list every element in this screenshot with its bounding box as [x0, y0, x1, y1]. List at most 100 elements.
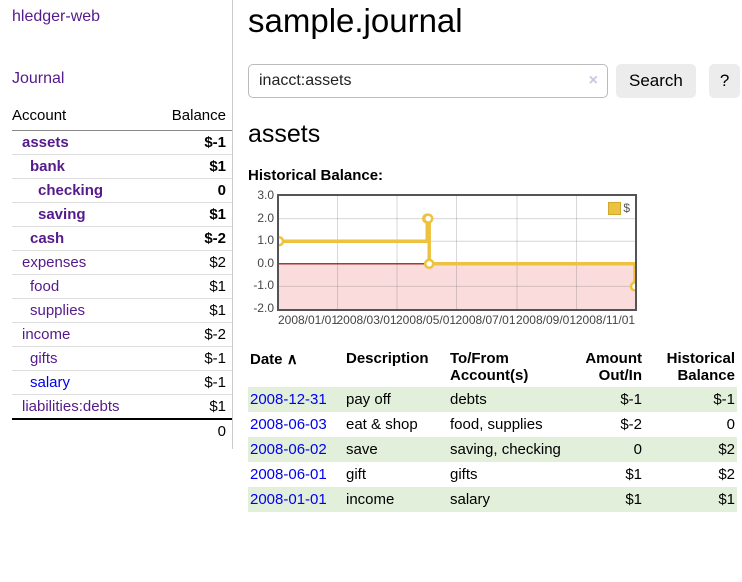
account-heading: assets: [248, 120, 321, 148]
account-row: cash $-2: [12, 226, 232, 251]
sidebar-nav: Journal: [12, 70, 232, 88]
chart-canvas: [279, 196, 635, 309]
register-row: 2008-06-03 eat & shop food, supplies $-2 0: [248, 412, 737, 437]
account-balance: $1: [153, 202, 232, 227]
accounts-total-row: 0: [12, 418, 232, 443]
register-table: Date ∧ Description To/From Account(s) Am…: [248, 347, 737, 512]
register-date-link[interactable]: 2008-12-31: [250, 391, 327, 408]
register-accounts: food, supplies: [450, 416, 543, 433]
x-tick-label: 2008/05/01: [395, 313, 457, 327]
balance-chart: $ 3.0 2.0 1.0 0.0 -1.0 -2.0 2008/01/01 2008/03…: [248, 188, 640, 329]
account-balance: $-1: [204, 134, 226, 151]
search-button[interactable]: Search: [616, 64, 696, 98]
register-accounts: saving, checking: [450, 441, 561, 458]
account-row: supplies $1: [12, 298, 232, 323]
account-row: liabilities:debts $1: [12, 394, 232, 419]
sort-asc-icon: ∧: [286, 351, 298, 368]
register-description: save: [346, 441, 378, 458]
account-row: income $-2: [12, 322, 232, 347]
sidebar-account-link-income[interactable]: income: [22, 326, 71, 343]
y-tick-label: 3.0: [257, 188, 274, 202]
sidebar-account-link-bank[interactable]: bank: [30, 158, 66, 175]
sidebar-account-link-assets[interactable]: assets: [22, 134, 69, 151]
page-title: sample.journal: [248, 2, 463, 39]
sidebar-account-link-liabilities-debts[interactable]: liabilities:debts: [22, 398, 120, 415]
legend-label: $: [623, 201, 630, 215]
register-balance: $2: [718, 441, 735, 458]
account-balance: $2: [153, 250, 232, 275]
sidebar: hledger-web Journal Account Balance asse…: [0, 0, 233, 449]
clear-search-icon[interactable]: ×: [588, 72, 598, 89]
brand: hledger-web: [12, 8, 232, 26]
register-description: income: [346, 491, 395, 508]
help-button[interactable]: ?: [708, 64, 741, 98]
register-date-link[interactable]: 2008-06-03: [250, 416, 327, 433]
x-tick-label: 2008/09/01: [515, 313, 576, 327]
register-row: 2008-12-31 pay off debts $-1 $-1: [248, 387, 737, 412]
register-row: 2008-06-02 save saving, checking 0 $2: [248, 437, 737, 462]
register-date-link[interactable]: 2008-01-01: [250, 491, 327, 508]
y-tick-label: -2.0: [253, 301, 274, 315]
account-row: gifts $-1: [12, 346, 232, 371]
account-balance: $-1: [153, 346, 232, 371]
accounts-table: Account Balance assets $-1 bank $1 checking 0…: [12, 104, 232, 443]
account-row: salary $-1: [12, 370, 232, 395]
main-content: sample.journal × Search ? assets Histori…: [233, 0, 742, 512]
register-header-balance: Historical Balance: [666, 350, 735, 384]
account-balance: $1: [153, 154, 232, 179]
register-amount: 0: [633, 441, 642, 458]
brand-link[interactable]: hledger-web: [12, 8, 101, 25]
search-form: × Search ?: [248, 64, 742, 98]
legend-swatch-icon: [608, 201, 622, 215]
account-balance: 0: [153, 178, 232, 203]
account-row: assets $-1: [12, 131, 232, 155]
sidebar-account-link-gifts[interactable]: gifts: [30, 350, 58, 367]
sidebar-account-link-checking[interactable]: checking: [38, 182, 104, 199]
x-tick-label: 2008/11/01: [575, 313, 636, 327]
register-date-link[interactable]: 2008-06-02: [250, 441, 327, 458]
account-balance: $-1: [153, 370, 232, 395]
chart-plot-area: $: [277, 194, 637, 311]
register-accounts: debts: [450, 391, 487, 408]
register-description: gift: [346, 466, 367, 483]
sidebar-account-link-food[interactable]: food: [30, 278, 60, 295]
sidebar-account-link-cash[interactable]: cash: [30, 230, 65, 247]
register-header-accounts: To/From Account(s): [450, 350, 529, 384]
register-amount: $1: [625, 466, 642, 483]
accounts-header-balance: Balance: [153, 104, 232, 131]
register-balance: 0: [726, 416, 735, 433]
chart-title: Historical Balance:: [248, 167, 384, 184]
account-balance: $1: [153, 298, 232, 323]
x-tick-label: 2008/07/01: [455, 313, 516, 327]
account-balance: $1: [153, 274, 232, 299]
sidebar-account-link-expenses[interactable]: expenses: [22, 254, 87, 271]
register-amount: $1: [625, 491, 642, 508]
sidebar-item-journal[interactable]: Journal: [12, 70, 65, 87]
date-header-label: Date: [250, 351, 283, 368]
y-tick-label: 0.0: [257, 255, 274, 270]
register-row: 2008-01-01 income salary $1 $1: [248, 487, 737, 512]
register-date-link[interactable]: 2008-06-01: [250, 466, 327, 483]
chart-x-axis-labels: 2008/01/01 2008/03/01 2008/05/01 2008/07/01…: [277, 313, 640, 329]
sidebar-account-link-supplies[interactable]: supplies: [30, 302, 86, 319]
search-input[interactable]: [248, 64, 608, 98]
y-tick-label: 1.0: [257, 233, 274, 248]
register-balance: $-1: [713, 391, 735, 408]
register-row: 2008-06-01 gift gifts $1 $2: [248, 462, 737, 487]
register-header-date[interactable]: Date ∧: [248, 347, 344, 387]
sidebar-account-link-salary[interactable]: salary: [30, 374, 71, 391]
account-row: food $1: [12, 274, 232, 299]
account-balance: $-2: [153, 322, 232, 347]
sidebar-account-link-saving[interactable]: saving: [38, 206, 86, 223]
register-accounts: salary: [450, 491, 491, 508]
x-tick-label: 2008/03/01: [336, 313, 397, 327]
account-row: saving $1: [12, 202, 232, 227]
account-balance: $-2: [153, 226, 232, 251]
x-tick-label: 2008/01/01: [277, 313, 339, 327]
register-balance: $1: [718, 491, 735, 508]
register-header-amount: Amount Out/In: [585, 350, 642, 384]
account-row: expenses $2: [12, 250, 232, 275]
register-accounts: gifts: [450, 466, 478, 483]
accounts-total-value: 0: [153, 418, 232, 443]
y-tick-label: -1.0: [253, 278, 274, 293]
